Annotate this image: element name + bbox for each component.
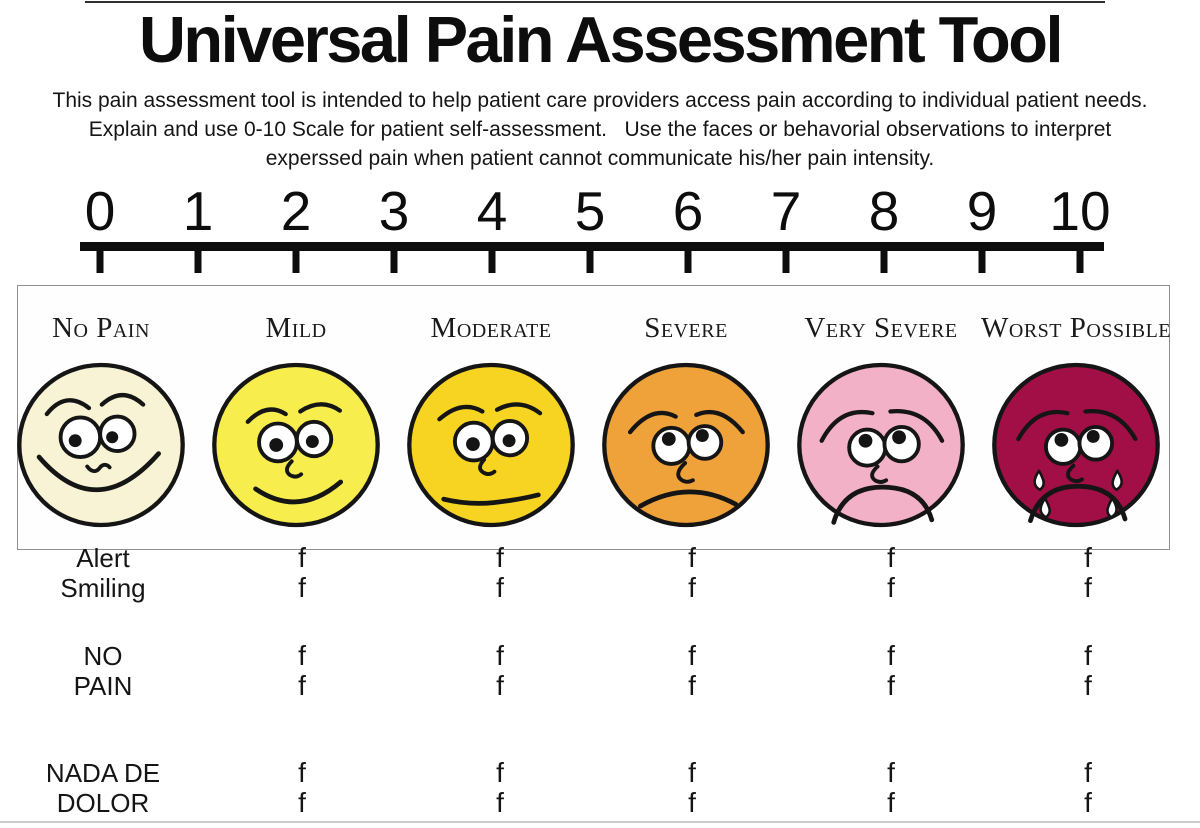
behavior-cell: f xyxy=(1084,572,1092,603)
scale-number-7: 7 xyxy=(770,180,802,242)
scale-number-8: 8 xyxy=(868,180,900,242)
scale-tick-2 xyxy=(292,251,300,273)
scale-number-10: 10 xyxy=(1049,180,1111,242)
behavior-cell: f xyxy=(496,787,504,818)
behavior-row-label: Smiling xyxy=(60,573,146,603)
scale-number-6: 6 xyxy=(672,180,704,242)
scale-tick-8 xyxy=(880,251,888,273)
behavior-cell: f xyxy=(688,640,696,671)
faces-panel: No Pain Mild Moderate Severe Very Severe Wors… xyxy=(17,285,1171,550)
behavior-cell: f xyxy=(298,670,306,701)
scale-tick-3 xyxy=(390,251,398,273)
page-title: Universal Pain Assessment Tool xyxy=(138,3,1064,76)
scale-number-4: 4 xyxy=(476,180,508,242)
pain-face-frowning xyxy=(598,359,774,531)
behavior-cell: f xyxy=(496,640,504,671)
behavior-cell: f xyxy=(688,757,696,788)
scale-tick-5 xyxy=(586,251,594,273)
behavior-row: PAIN f f f f f xyxy=(0,670,1200,702)
description-line-2: Explain and use 0-10 Scale for patient s… xyxy=(88,118,1112,141)
behavior-cell: f xyxy=(688,670,696,701)
behavior-cell: f xyxy=(887,670,895,701)
scale-number-3: 3 xyxy=(378,180,410,242)
scale-number-9: 9 xyxy=(966,180,998,242)
pain-level-label: No Pain xyxy=(52,312,150,344)
pain-level-label: Worst Possible xyxy=(981,312,1171,344)
pain-face-smiling-wide xyxy=(13,359,189,531)
scale-number-2: 2 xyxy=(280,180,312,242)
behavior-row: DOLOR f f f f f xyxy=(0,787,1200,819)
behavior-cell: f xyxy=(1084,640,1092,671)
scale-number-1: 1 xyxy=(182,180,214,242)
behavior-cell: f xyxy=(496,670,504,701)
behavior-cell: f xyxy=(496,757,504,788)
scale-axis-line xyxy=(80,242,1104,251)
behavior-row: Smiling f f f f f xyxy=(0,572,1200,604)
pain-level-column: Severe xyxy=(586,286,786,549)
behavior-cell: f xyxy=(298,640,306,671)
behavior-cell: f xyxy=(887,572,895,603)
scale-tick-10 xyxy=(1076,251,1084,273)
scale-tick-7 xyxy=(782,251,790,273)
description-line-1: This pain assessment tool is intended to… xyxy=(52,89,1148,112)
behavior-cell: f xyxy=(1084,670,1092,701)
behavior-cell: f xyxy=(688,787,696,818)
page-top-edge-line xyxy=(85,1,1105,3)
pain-face-smiling xyxy=(208,359,384,531)
pain-level-column: No Pain xyxy=(1,286,201,549)
behavior-cell: f xyxy=(1084,787,1092,818)
pain-level-column: Moderate xyxy=(391,286,591,549)
behavior-row: NADA DE f f f f f xyxy=(0,757,1200,789)
behavior-cell: f xyxy=(298,787,306,818)
pain-level-label: Mild xyxy=(265,312,327,344)
scale-tick-6 xyxy=(684,251,692,273)
pain-face-neutral xyxy=(403,359,579,531)
pain-level-label: Very Severe xyxy=(804,312,958,344)
pain-level-column: Worst Possible xyxy=(976,286,1176,549)
scale-tick-9 xyxy=(978,251,986,273)
behavior-cell: f xyxy=(496,572,504,603)
pain-level-column: Very Severe xyxy=(781,286,981,549)
scale-tick-0 xyxy=(96,251,104,273)
pain-level-label: Severe xyxy=(644,312,728,344)
behavior-row-label: DOLOR xyxy=(56,788,150,818)
scale-number-5: 5 xyxy=(574,180,606,242)
pain-face-crying xyxy=(988,359,1164,531)
scale-tick-1 xyxy=(194,251,202,273)
scale-number-0: 0 xyxy=(84,180,116,242)
behavior-cell: f xyxy=(298,757,306,788)
page-bottom-edge-line xyxy=(0,821,1200,823)
behavior-cell: f xyxy=(887,640,895,671)
scale-tick-4 xyxy=(488,251,496,273)
pain-level-column: Mild xyxy=(196,286,396,549)
behavior-row: NO f f f f f xyxy=(0,640,1200,672)
behavior-cell: f xyxy=(688,572,696,603)
behavior-row-label: NADA DE xyxy=(45,758,161,788)
pain-scale: 0 1 2 3 4 5 6 7 8 9 10 xyxy=(0,0,1200,285)
behavior-cell: f xyxy=(1084,757,1092,788)
behavior-cell: f xyxy=(887,757,895,788)
pain-face-frowning-deep xyxy=(793,359,969,531)
behavior-row-label: PAIN xyxy=(73,671,133,701)
behavior-cell: f xyxy=(298,572,306,603)
behavior-row-label: NO xyxy=(83,641,123,671)
pain-level-label: Moderate xyxy=(430,312,552,344)
description-line-3: experssed pain when patient cannot commu… xyxy=(265,147,935,170)
behavior-cell: f xyxy=(887,787,895,818)
